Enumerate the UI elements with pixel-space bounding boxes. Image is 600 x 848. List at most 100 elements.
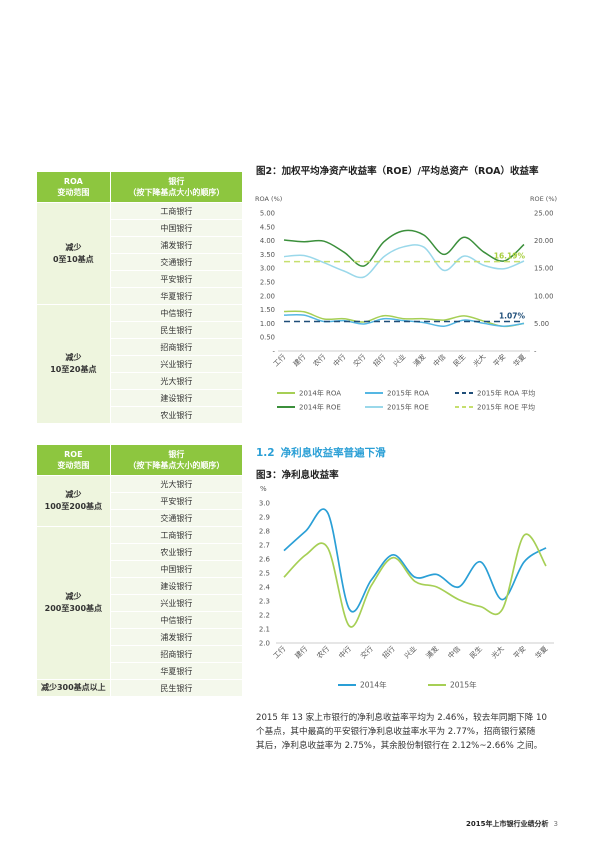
header-line: 变动范围 bbox=[57, 188, 90, 197]
table-row: 农业银行 bbox=[37, 406, 244, 424]
x-category-label: 农行 bbox=[315, 644, 331, 660]
header-line: （按下降基点大小的顺序） bbox=[128, 188, 225, 197]
bank-name: 建设银行 bbox=[109, 389, 244, 407]
table-row: 交通银行 bbox=[37, 509, 244, 527]
x-category-label: 中行 bbox=[337, 644, 353, 660]
header-line: ROA bbox=[63, 177, 83, 186]
paragraph-line: 个基点，其中最高的平安银行净利息收益率水平为 2.77%，招商银行紧随 bbox=[256, 727, 536, 737]
left-tick-label: 4.50 bbox=[260, 223, 275, 231]
bank-name: 兴业银行 bbox=[109, 355, 244, 373]
range-label-line: 减少 bbox=[65, 490, 82, 499]
right-tick-label: 25.00 bbox=[534, 210, 553, 218]
bank-name: 民生银行 bbox=[109, 679, 244, 697]
table-header-range: ROE 变动范围 bbox=[36, 444, 111, 476]
y-axis-title: % bbox=[260, 485, 267, 493]
page-footer: 2015年上市银行业绩分析 3 bbox=[466, 819, 558, 829]
legend-label: 2015年 bbox=[450, 680, 477, 690]
page-number: 3 bbox=[553, 820, 558, 828]
right-tick-label: 15.00 bbox=[534, 265, 553, 273]
y-tick-label: 2.0 bbox=[259, 640, 270, 648]
range-label: 减少 100至200基点 bbox=[36, 475, 111, 527]
y-tick-label: 2.5 bbox=[259, 570, 270, 578]
y-tick-label: 2.2 bbox=[259, 612, 270, 620]
figure3-title: 图3：净利息收益率 bbox=[256, 470, 339, 481]
x-category-label: 中信 bbox=[446, 644, 462, 660]
average-annotation: 16.19% bbox=[494, 252, 526, 261]
x-category-label: 招行 bbox=[380, 644, 396, 660]
right-tick-label: - bbox=[534, 348, 537, 356]
legend-label: 2015年 ROE 平均 bbox=[477, 403, 535, 412]
bank-name: 中国银行 bbox=[109, 219, 244, 237]
table-row: 平安银行 bbox=[37, 492, 244, 510]
y-tick-label: 2.1 bbox=[259, 626, 270, 634]
section-heading: 1.2 净利息收益率普遍下滑 bbox=[256, 445, 386, 460]
roa-change-table: ROA 变动范围 银行 （按下降基点大小的顺序） 减少 0至10基点 工商银行 中国银行 浦发银… bbox=[36, 171, 244, 424]
y-tick-label: 2.6 bbox=[259, 556, 271, 564]
range-label-line: 减少 bbox=[65, 242, 82, 252]
table-header-range: ROA 变动范围 bbox=[36, 171, 111, 203]
range-label-line: 10至20基点 bbox=[50, 365, 97, 374]
y-tick-label: 2.3 bbox=[259, 598, 270, 606]
bank-name: 光大银行 bbox=[109, 372, 244, 390]
range-label-line: 0至10基点 bbox=[52, 254, 94, 264]
x-category-label: 浦发 bbox=[424, 644, 440, 660]
bank-name: 中信银行 bbox=[109, 611, 244, 629]
header-line: 银行 bbox=[168, 450, 185, 459]
table-row: 华夏银行 bbox=[37, 287, 244, 305]
x-category-label: 民生 bbox=[468, 644, 484, 660]
table-row: 平安银行 bbox=[37, 270, 244, 288]
series-line-1 bbox=[283, 533, 547, 628]
right-axis-title: ROE (%) bbox=[530, 195, 557, 203]
header-line: （按下降基点大小的顺序） bbox=[128, 461, 225, 470]
table-row: 减少 200至300基点 工商银行 bbox=[36, 526, 244, 680]
left-axis-title: ROA (%) bbox=[255, 195, 282, 203]
x-category-label: 兴业 bbox=[402, 644, 418, 660]
bank-name: 平安银行 bbox=[109, 270, 244, 288]
table-row: 中国银行 bbox=[37, 219, 244, 237]
legend-label: 2015年 ROE bbox=[387, 403, 429, 412]
bank-name: 交通银行 bbox=[109, 253, 244, 271]
x-category-label: 工行 bbox=[271, 644, 287, 660]
average-annotation: 1.07% bbox=[499, 311, 526, 320]
header-line: ROE bbox=[64, 450, 83, 459]
y-tick-label: 2.9 bbox=[259, 514, 270, 522]
table-row: 兴业银行 bbox=[37, 594, 244, 612]
footer-text: 2015年上市银行业绩分析 bbox=[466, 820, 549, 828]
y-tick-label: 2.4 bbox=[259, 584, 271, 592]
table-header-bank: 银行 （按下降基点大小的顺序） bbox=[109, 171, 244, 203]
range-label-line: 减少 bbox=[65, 592, 82, 601]
range-label-line: 100至200基点 bbox=[44, 502, 103, 511]
right-tick-label: 10.00 bbox=[534, 292, 553, 300]
range-label: 减少300基点以上 bbox=[36, 679, 111, 697]
x-category-label: 建行 bbox=[293, 644, 309, 660]
legend-label: 2014年 ROA bbox=[299, 389, 341, 398]
left-tick-label: 3.00 bbox=[260, 265, 275, 273]
legend-label: 2014年 bbox=[360, 680, 387, 690]
range-label-line: 减少 bbox=[65, 353, 82, 362]
left-tick-label: 0.50 bbox=[260, 334, 275, 342]
legend-label: 2014年 ROE bbox=[299, 403, 341, 412]
x-category-label: 平安 bbox=[511, 644, 527, 660]
body-paragraph: 2015 年 13 家上市银行的净利息收益率平均为 2.46%，较去年同期下降 … bbox=[256, 711, 556, 753]
paragraph-line: 2015 年 13 家上市银行的净利息收益率平均为 2.46%，较去年同期下降 … bbox=[256, 713, 547, 723]
range-label: 减少 10至20基点 bbox=[36, 304, 111, 424]
right-tick-label: 20.00 bbox=[534, 237, 553, 245]
header-line: 变动范围 bbox=[57, 461, 90, 470]
bank-name: 工商银行 bbox=[109, 202, 244, 220]
table-row: 中信银行 bbox=[37, 611, 244, 629]
right-tick-label: 5.00 bbox=[534, 320, 549, 328]
legend-label: 2015年 ROA 平均 bbox=[477, 389, 535, 398]
series-line-0 bbox=[283, 508, 547, 613]
bank-name: 招商银行 bbox=[109, 645, 244, 663]
range-label-line: 200至300基点 bbox=[44, 604, 103, 613]
table-row: 减少300基点以上 民生银行 bbox=[36, 679, 244, 697]
left-tick-label: 1.50 bbox=[260, 306, 275, 314]
left-tick-label: 2.00 bbox=[260, 292, 275, 300]
x-category-label: 华夏 bbox=[533, 644, 549, 660]
bank-name: 工商银行 bbox=[109, 526, 244, 544]
header-line: 银行 bbox=[168, 177, 185, 186]
table-row: 减少 10至20基点 中信银行 bbox=[36, 304, 244, 424]
y-tick-label: 2.8 bbox=[259, 528, 270, 536]
section-number: 1.2 bbox=[256, 447, 275, 459]
left-tick-label: 4.00 bbox=[260, 237, 275, 245]
